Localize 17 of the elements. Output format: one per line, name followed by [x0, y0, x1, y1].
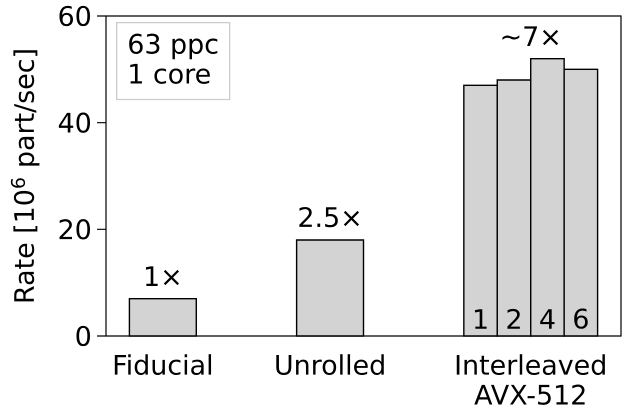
annotation: 1×	[146, 266, 179, 286]
x-tick-label: Fiducial	[114, 354, 212, 376]
series-label: 1	[474, 309, 487, 329]
y-tick-label: 20	[60, 219, 90, 240]
series-label: 2	[507, 308, 520, 329]
y-axis-title: Rate [10$^{6}$ part/sec]	[10, 50, 40, 302]
y-tick-label: 0	[76, 326, 90, 346]
annotation: 1 core	[130, 64, 210, 84]
annotation: ∼7×	[502, 26, 558, 46]
annotation: 63 ppc	[129, 34, 218, 60]
annotation: 2.5×	[299, 206, 360, 228]
y-tick-label: 40	[58, 112, 90, 133]
x-tick-label: Interleaved AVX-512	[456, 354, 605, 405]
series-label: 4	[540, 309, 554, 329]
x-tick-label: Unrolled	[276, 354, 384, 376]
y-tick-label: 60	[59, 6, 90, 26]
series-label: 6	[574, 308, 588, 329]
